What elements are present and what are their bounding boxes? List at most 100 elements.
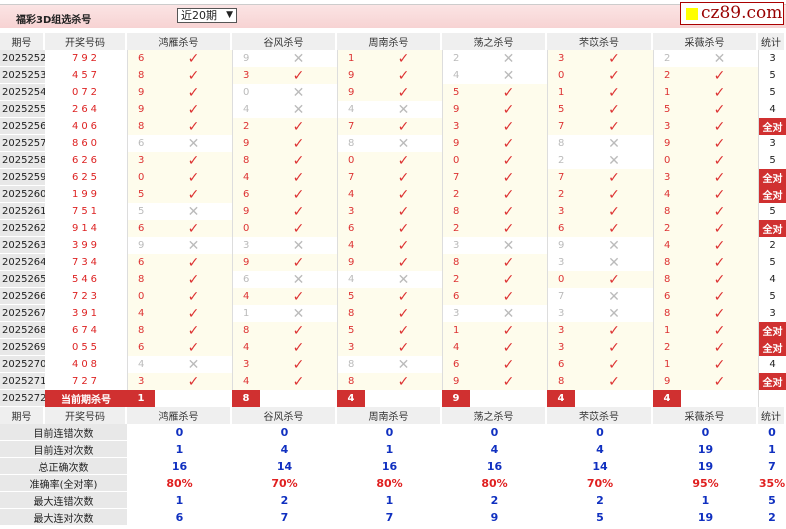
kill-number: 9	[442, 101, 470, 118]
kill-number: 3	[337, 339, 365, 356]
kill-number: 6	[127, 135, 155, 152]
kill-number: 3	[653, 169, 681, 186]
check-icon: ✓	[575, 322, 653, 339]
stats-value: 4	[280, 443, 289, 456]
empty-cell	[575, 390, 653, 407]
check-icon: ✓	[470, 288, 547, 305]
kill-number: 5	[442, 84, 470, 101]
period-cell: 2025254	[0, 84, 45, 101]
cross-icon: ✕	[260, 50, 337, 67]
current-row: 2025272 当前期杀号 1 8 4 9 4 4	[0, 390, 786, 407]
check-icon: ✓	[155, 254, 232, 271]
stats-value: 0	[768, 426, 776, 439]
kill-number: 5	[337, 322, 365, 339]
check-icon: ✓	[470, 152, 547, 169]
check-icon: ✓	[681, 271, 758, 288]
table-row: 2025270 408 4 ✕ 3 ✓ 8 ✕ 6 ✓ 6 ✓ 1 ✓ 4	[0, 356, 786, 373]
kill-number: 8	[442, 254, 470, 271]
check-icon: ✓	[155, 322, 232, 339]
check-icon: ✓	[681, 288, 758, 305]
kill-number: 1	[547, 84, 575, 101]
kill-number: 8	[547, 135, 575, 152]
kill-number: 6	[442, 288, 470, 305]
kill-number: 0	[127, 288, 155, 305]
kill-number: 8	[127, 322, 155, 339]
period-cell: 2025267	[0, 305, 45, 322]
kill-number: 9	[232, 254, 260, 271]
header-kill-method: 采薇杀号	[653, 407, 758, 424]
check-icon: ✓	[470, 203, 547, 220]
stats-row: 总正确次数 16 14 16 16 14 19 7	[0, 458, 786, 475]
kill-number: 3	[232, 67, 260, 84]
empty-cell	[470, 390, 547, 407]
draw-number-cell: 406	[45, 118, 127, 135]
site-logo[interactable]: cz89.com	[680, 2, 784, 25]
stats-value: 9	[490, 511, 499, 524]
kill-number: 9	[127, 84, 155, 101]
check-icon: ✓	[365, 254, 442, 271]
check-icon: ✓	[365, 118, 442, 135]
stats-value: 14	[592, 460, 608, 473]
kill-number: 8	[653, 305, 681, 322]
stats-value: 4	[596, 443, 604, 456]
check-icon: ✓	[365, 288, 442, 305]
stats-value: 2	[596, 494, 604, 507]
check-icon: ✓	[365, 186, 442, 203]
stat-cell: 全对	[758, 220, 786, 237]
kill-number: 6	[127, 220, 155, 237]
kill-number: 9	[337, 254, 365, 271]
draw-number-cell: 860	[45, 135, 127, 152]
kill-number: 4	[653, 237, 681, 254]
header-kill-method: 荡之杀号	[442, 407, 547, 424]
kill-number: 6	[653, 288, 681, 305]
check-icon: ✓	[155, 305, 232, 322]
cross-icon: ✕	[470, 305, 547, 322]
kill-number: 0	[337, 152, 365, 169]
kill-number: 7	[337, 118, 365, 135]
cross-icon: ✕	[155, 135, 232, 152]
check-icon: ✓	[681, 356, 758, 373]
kill-number: 5	[127, 186, 155, 203]
stat-cell: 2	[758, 237, 786, 254]
kill-number: 2	[232, 118, 260, 135]
check-icon: ✓	[155, 67, 232, 84]
kill-number: 9	[547, 237, 575, 254]
cross-icon: ✕	[260, 101, 337, 118]
check-icon: ✓	[681, 135, 758, 152]
draw-number-cell: 391	[45, 305, 127, 322]
kill-number: 7	[547, 169, 575, 186]
stat-cell: 5	[758, 254, 786, 271]
kill-number: 8	[127, 67, 155, 84]
header-kill-method: 谷风杀号	[232, 407, 337, 424]
check-icon: ✓	[681, 186, 758, 203]
cross-icon: ✕	[155, 237, 232, 254]
period-cell: 2025271	[0, 373, 45, 390]
table-row: 2025269 055 6 ✓ 4 ✓ 3 ✓ 4 ✓ 3 ✓ 2 ✓ 全对	[0, 339, 786, 356]
period-select[interactable]: 近20期 ▼	[177, 8, 237, 23]
table-row: 2025253 457 8 ✓ 3 ✓ 9 ✓ 4 ✕ 0 ✓ 2 ✓ 5	[0, 67, 786, 84]
page-title: 福彩3D组选杀号	[16, 15, 92, 26]
stat-cell: 5	[758, 203, 786, 220]
check-icon: ✓	[575, 339, 653, 356]
cross-icon: ✕	[155, 356, 232, 373]
check-icon: ✓	[681, 305, 758, 322]
check-icon: ✓	[470, 101, 547, 118]
stats-row: 目前连错次数 0 0 0 0 0 0 0	[0, 424, 786, 441]
stats-value: 16	[381, 460, 398, 473]
check-icon: ✓	[575, 271, 653, 288]
stats-value: 1	[385, 494, 394, 507]
stats-value: 7	[768, 460, 776, 473]
table-row: 2025259 625 0 ✓ 4 ✓ 7 ✓ 7 ✓ 7 ✓ 3 ✓ 全对	[0, 169, 786, 186]
kill-number: 4	[232, 101, 260, 118]
check-icon: ✓	[365, 169, 442, 186]
kill-number: 3	[547, 50, 575, 67]
kill-number: 3	[547, 339, 575, 356]
stat-cell: 5	[758, 84, 786, 101]
header-kill-method: 采薇杀号	[653, 33, 758, 50]
header-kill-method: 芣苡杀号	[547, 33, 653, 50]
check-icon: ✓	[470, 339, 547, 356]
check-icon: ✓	[260, 152, 337, 169]
cross-icon: ✕	[260, 305, 337, 322]
kill-number: 9	[442, 373, 470, 390]
draw-number-cell: 457	[45, 67, 127, 84]
